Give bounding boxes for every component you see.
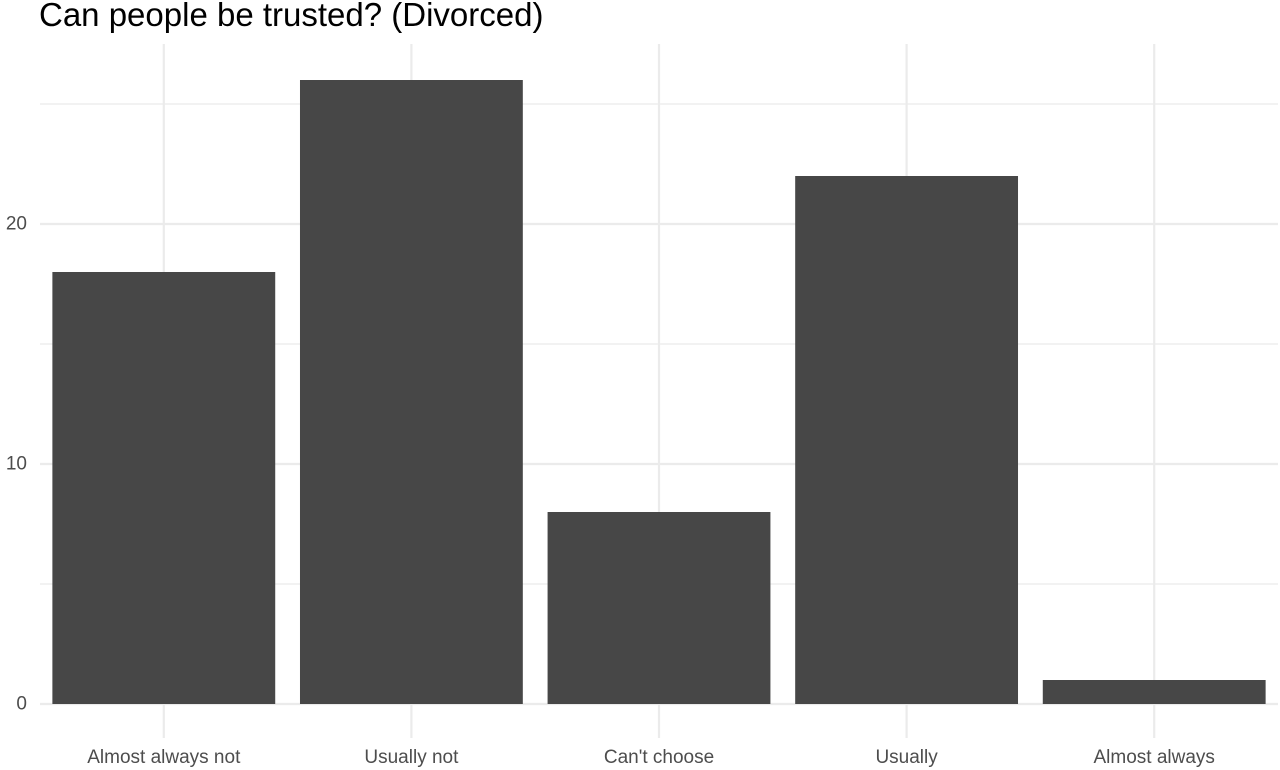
chart-title: Can people be trusted? (Divorced) bbox=[39, 0, 544, 33]
bar-almost-always bbox=[1042, 680, 1266, 704]
x-tick-label: Usually bbox=[875, 747, 938, 768]
bars bbox=[52, 80, 1266, 704]
y-tick-label: 0 bbox=[16, 694, 27, 715]
x-tick-label: Can't choose bbox=[604, 747, 714, 768]
bar-almost-always-not bbox=[52, 272, 276, 704]
y-tick-label: 10 bbox=[6, 454, 27, 475]
x-axis-ticks: Almost always not Usually not Can't choose… bbox=[87, 747, 1215, 768]
y-tick-label: 20 bbox=[6, 214, 27, 235]
bar-usually bbox=[795, 176, 1019, 704]
x-tick-label: Almost always bbox=[1093, 747, 1214, 768]
bar-usually-not bbox=[299, 80, 523, 704]
bar-can-t-choose bbox=[547, 512, 771, 704]
x-tick-label: Almost always not bbox=[87, 747, 241, 768]
y-axis-ticks: 0 10 20 bbox=[6, 214, 27, 715]
x-tick-label: Usually not bbox=[364, 747, 459, 768]
